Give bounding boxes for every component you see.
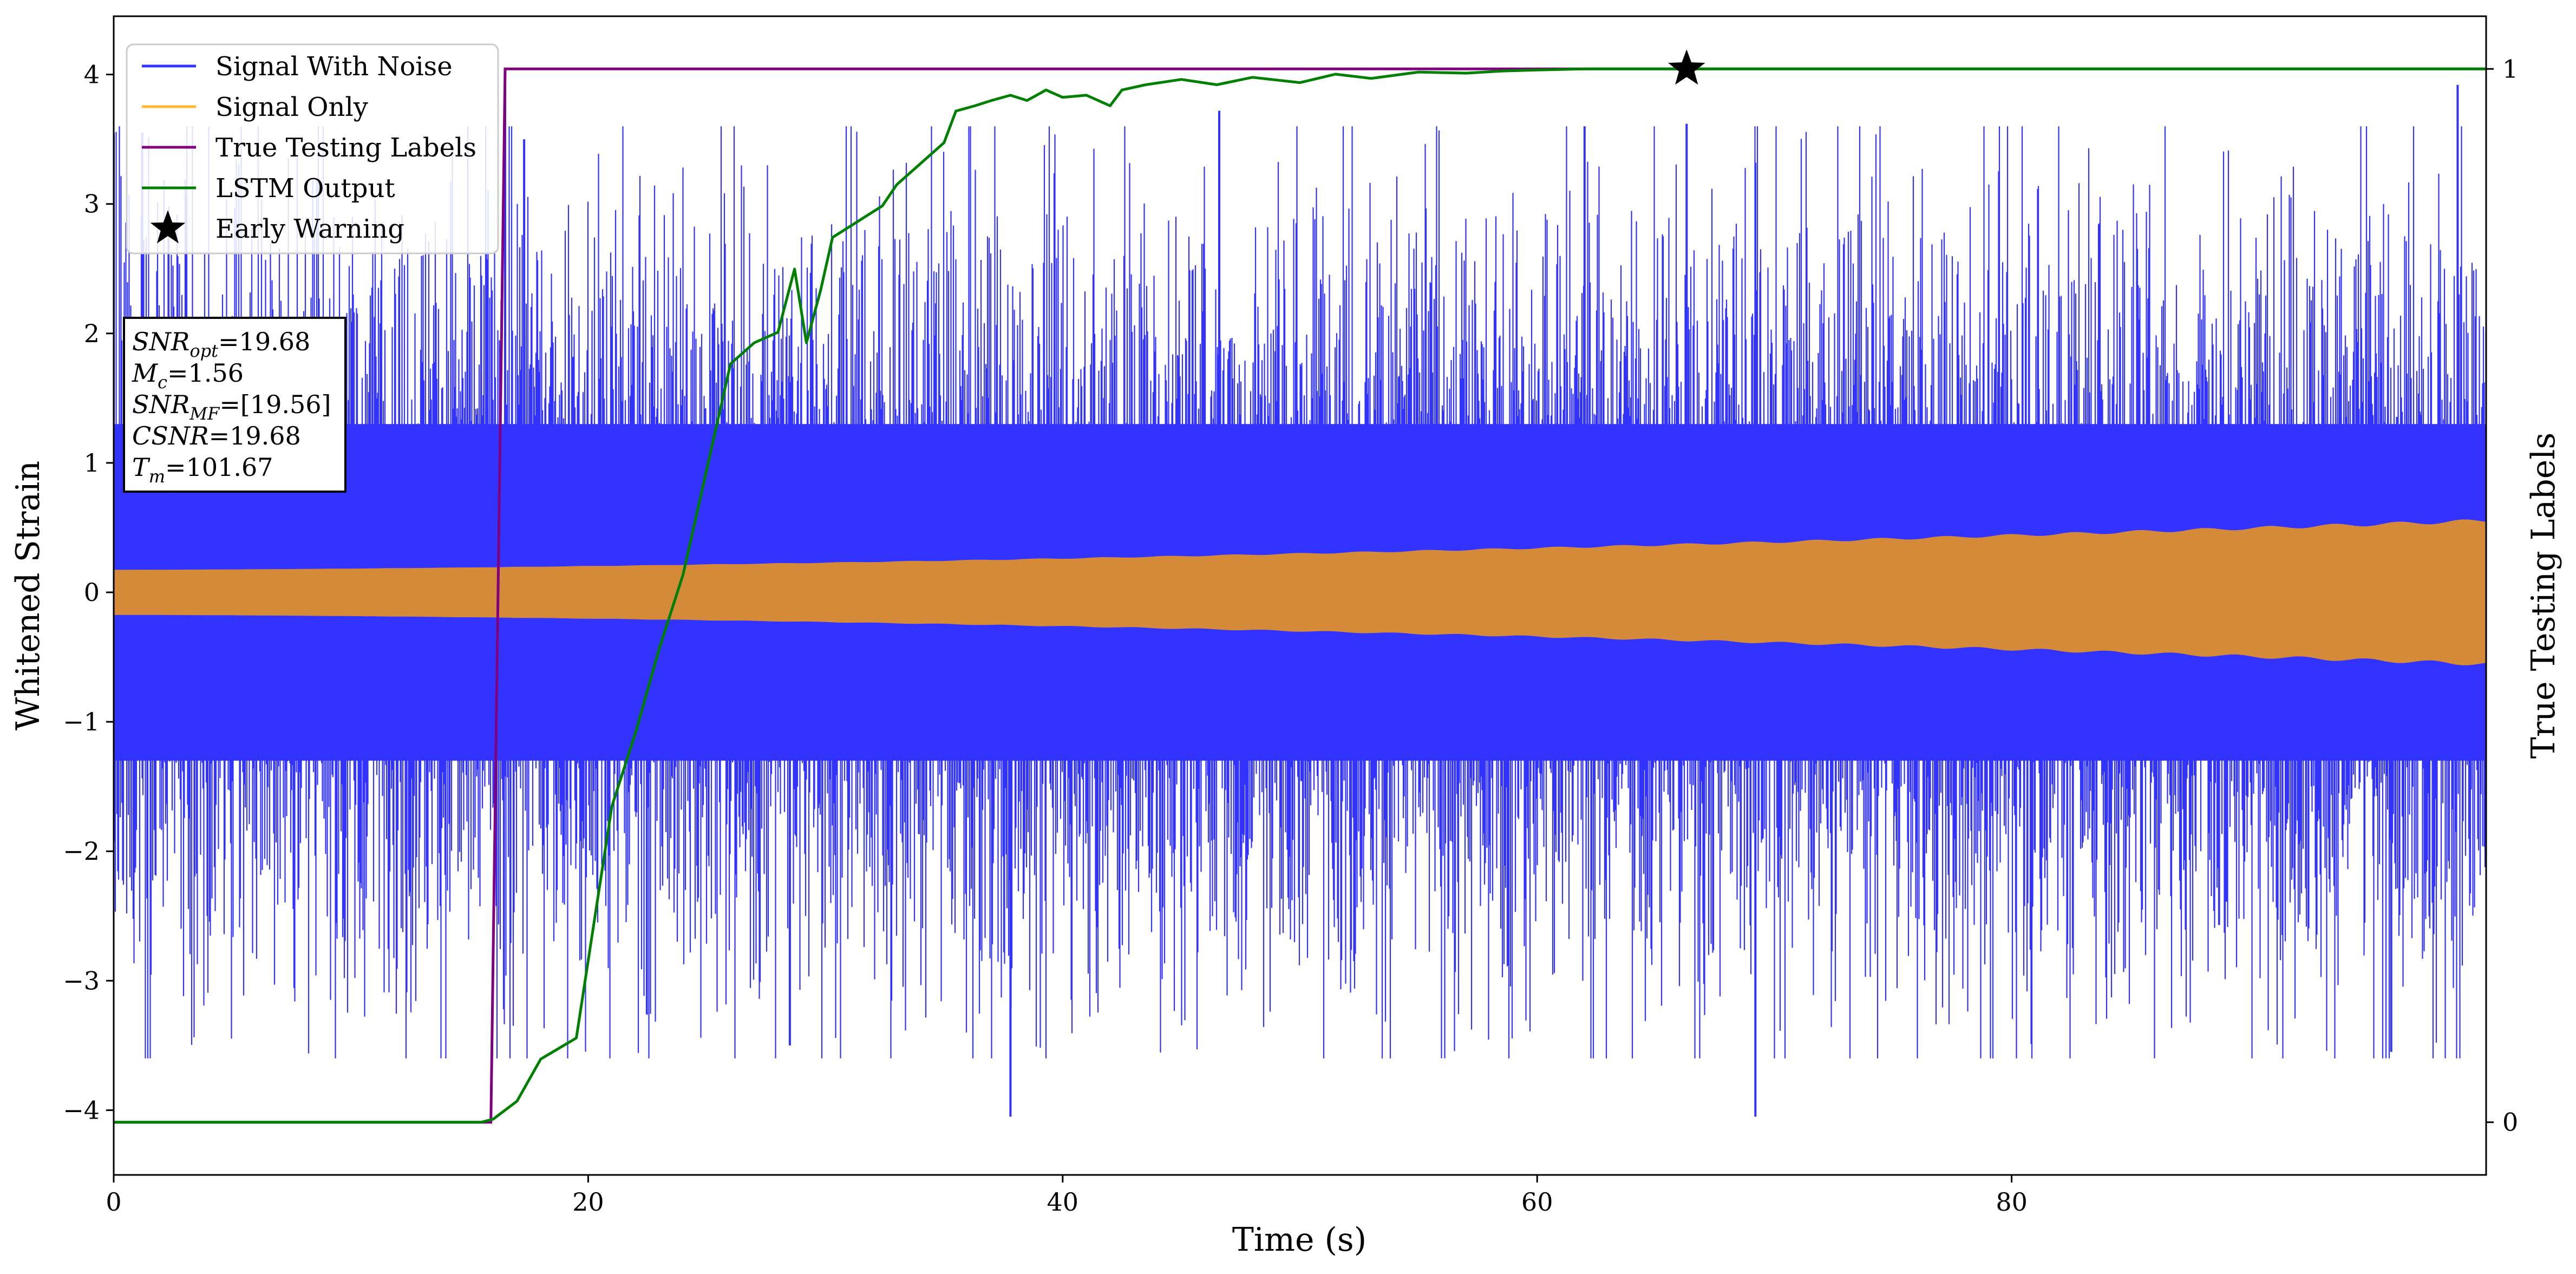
annotation-line: SNRopt=19.68 [132, 327, 310, 361]
x-tick-label: 40 [1047, 1187, 1079, 1217]
early-warning-series [1668, 49, 1705, 85]
early-warning-marker [1668, 49, 1705, 85]
lstm-output-line [114, 67, 2486, 1124]
legend-label: Signal Only [215, 92, 368, 122]
y-tick-label: −4 [63, 1095, 100, 1125]
x-axis-label: Time (s) [1232, 1221, 1367, 1259]
y-right-tick-label: 0 [2502, 1108, 2518, 1137]
signal-only-band [114, 519, 2486, 665]
x-tick-label: 20 [572, 1187, 604, 1217]
annotation-line: CSNR=19.68 [132, 421, 301, 450]
plot-frame [113, 15, 2487, 1176]
y-tick-label: 3 [84, 190, 100, 219]
y-tick-label: −3 [63, 966, 100, 995]
legend-star-swatch [150, 210, 186, 244]
y-tick-label: 0 [84, 578, 100, 607]
legend-item: Signal With Noise [142, 51, 453, 82]
y-axis-label: Whitened Strain [9, 461, 47, 730]
x-axis: 0 20 40 60 80 [106, 1175, 2028, 1217]
y-axis-right: 01 [2486, 54, 2518, 1137]
y-axis-left: −4 −3 −2 −1 0 1 2 3 4 [63, 60, 114, 1125]
x-tick-label: 60 [1521, 1187, 1553, 1217]
legend-item: True Testing Labels [142, 133, 476, 163]
annotation-line: Mc=1.56 [132, 358, 244, 393]
lstm-output-series [114, 67, 2486, 1124]
y-axis-right-label: True Testing Labels [2525, 433, 2562, 759]
legend-label: Signal With Noise [215, 51, 453, 82]
annotation-line: Tm=101.67 [132, 453, 273, 487]
annotation-box: SNRopt=19.68Mc=1.56SNRMF=[19.56]CSNR=19.… [123, 317, 346, 493]
y-tick-label: 2 [84, 319, 100, 348]
legend-item: Signal Only [142, 92, 368, 122]
legend-label: LSTM Output [215, 173, 395, 204]
y-tick-label: 1 [84, 448, 100, 478]
y-tick-label: 4 [84, 60, 100, 89]
y-right-tick-label: 1 [2502, 54, 2518, 83]
y-tick-label: −1 [63, 707, 100, 736]
x-tick-label: 0 [106, 1187, 121, 1217]
legend-item: Early Warning [150, 210, 404, 244]
legend-label: True Testing Labels [215, 133, 476, 163]
legend-item: LSTM Output [142, 173, 395, 204]
y-tick-label: −2 [63, 837, 100, 866]
legend: Signal With Noise Signal Only True Testing… [126, 43, 499, 254]
legend-label: Early Warning [215, 214, 404, 244]
x-tick-label: 80 [1996, 1187, 2028, 1217]
signal-only-series [114, 519, 2486, 665]
annotation-line: SNRMF=[19.56] [132, 390, 331, 424]
